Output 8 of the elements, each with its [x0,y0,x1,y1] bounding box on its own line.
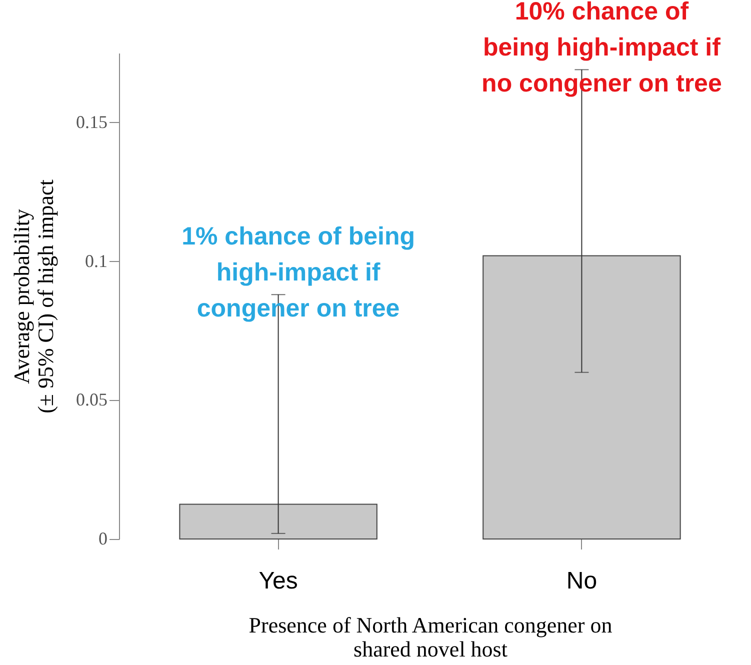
y-tick-label: 0 [98,528,108,548]
x-tick-label: No [566,568,598,594]
x-axis-title: Presence of North American congener on shared novel host [248,612,612,662]
y-axis-title: Average probability (± 95% CI) of high impact [9,180,58,414]
y-tick-label: 0.15 [76,112,108,132]
y-tick-label: 0.1 [85,250,108,271]
y-tick-label: 0.05 [76,390,108,410]
x-tick-label: Yes [258,568,298,594]
